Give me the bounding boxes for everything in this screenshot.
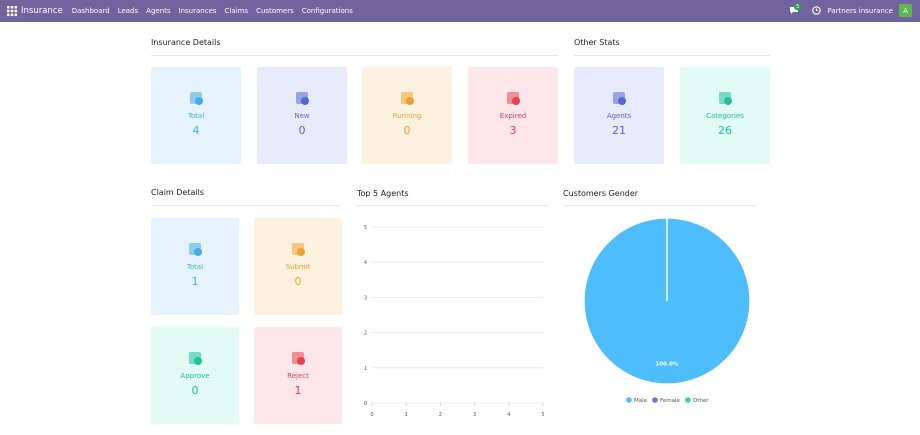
menu: Dashboard Leads Agents Insurances Claims Cust… [72, 7, 361, 15]
stat-card[interactable]: Categories 26 [680, 67, 770, 164]
card-value: 4 [192, 123, 200, 137]
y-tick-label: 2 [364, 331, 367, 337]
section-divider [151, 55, 558, 56]
x-tick-label: 3 [473, 412, 476, 418]
section-title: Other Stats [574, 38, 620, 47]
card-label: Total [187, 111, 205, 120]
section-divider [151, 205, 341, 206]
card-label: Agents [606, 111, 632, 120]
y-tick-label: 4 [364, 260, 367, 266]
card-value: 1 [294, 383, 302, 397]
legend-label: Male [634, 398, 648, 404]
messages[interactable]: 5 [789, 3, 806, 15]
icon-dot [618, 96, 626, 105]
navbar-right: 5 Partners insurance A [789, 3, 912, 17]
section-title: Claim Details [151, 188, 205, 197]
x-tick-label: 1 [405, 412, 408, 418]
stat-card[interactable]: Reject 1 [254, 327, 342, 424]
stat-card[interactable]: Approve 0 [151, 327, 239, 424]
menu-item[interactable]: Customers [256, 7, 294, 15]
card-icon [613, 91, 626, 105]
icon-dot [194, 356, 202, 365]
icon-dot [297, 247, 305, 256]
y-tick-label: 0 [364, 401, 367, 407]
menu-item[interactable]: Insurances [178, 7, 217, 15]
card-value: 0 [403, 123, 411, 137]
stat-card[interactable]: Agents 21 [574, 67, 664, 164]
card-icon [401, 91, 414, 105]
icon-dot [195, 96, 203, 105]
card-label: Total [186, 262, 204, 271]
navbar: Insurance Dashboard Leads Agents Insurances… [0, 0, 920, 22]
x-tick-label: 4 [507, 412, 510, 418]
card-value: 0 [298, 123, 306, 137]
card-icon [292, 351, 305, 365]
legend-swatch [685, 397, 691, 403]
stat-card[interactable]: Total 4 [151, 67, 241, 164]
company[interactable]: Partners insurance [827, 6, 893, 15]
icon-dot [406, 96, 414, 105]
card-label: Submit [285, 262, 311, 271]
icon-dot [297, 356, 305, 365]
card-label: Reject [287, 371, 309, 380]
x-tick-label: 5 [541, 412, 544, 418]
pie-slice [583, 217, 751, 385]
chart-title: Customers Gender [563, 189, 639, 198]
legend-swatch [652, 397, 658, 403]
section-divider [574, 55, 770, 56]
stat-card[interactable]: New 0 [257, 67, 347, 164]
stat-card[interactable]: Expired 3 [468, 67, 558, 164]
legend-label: Female [660, 398, 681, 404]
card-value: 1 [191, 274, 199, 288]
icon-dot [301, 96, 309, 105]
y-tick-label: 3 [364, 295, 367, 301]
menu-item[interactable]: Configurations [301, 7, 353, 15]
avatar[interactable]: A [899, 4, 912, 17]
card-label: Expired [499, 111, 527, 120]
card-value: 21 [612, 123, 626, 137]
card-icon [189, 242, 202, 256]
menu-item[interactable]: Dashboard [71, 7, 110, 15]
icon-dot [194, 247, 202, 256]
card-value: 3 [509, 123, 517, 137]
badge: 5 [794, 3, 802, 10]
x-tick-label: 2 [439, 412, 442, 418]
stat-card[interactable]: Submit 0 [254, 218, 342, 315]
card-label: Running [392, 111, 422, 120]
card-value: 0 [294, 274, 302, 288]
card-icon [296, 91, 309, 105]
card-icon [507, 91, 520, 105]
menu-item[interactable]: Leads [117, 7, 139, 15]
card-value: 26 [718, 123, 732, 137]
apps-icon[interactable] [6, 5, 18, 17]
slice-label: 100.0% [656, 362, 679, 368]
card-label: Approve [180, 371, 210, 380]
legend-swatch [626, 397, 632, 403]
icon-dot [724, 96, 732, 105]
section-title: Insurance Details [151, 38, 221, 47]
clock-icon[interactable] [812, 6, 822, 15]
chart-title: Top 5 Agents [356, 189, 409, 198]
app-name[interactable]: Insurance [21, 6, 63, 16]
card-icon [292, 242, 305, 256]
stat-card[interactable]: Total 1 [151, 218, 239, 315]
y-tick-label: 1 [364, 366, 367, 372]
y-tick-label: 5 [364, 225, 367, 231]
card-label: Categories [706, 111, 744, 120]
legend-label: Other [693, 398, 709, 404]
card-icon [190, 91, 203, 105]
icon-dot [512, 96, 520, 105]
card-icon [189, 351, 202, 365]
menu-item[interactable]: Claims [224, 7, 249, 15]
menu-item[interactable]: Agents [146, 7, 171, 15]
x-tick-label: 0 [370, 412, 373, 418]
card-label: New [294, 111, 310, 120]
card-icon [719, 91, 732, 105]
stat-card[interactable]: Running 0 [362, 67, 452, 164]
card-value: 0 [191, 383, 199, 397]
